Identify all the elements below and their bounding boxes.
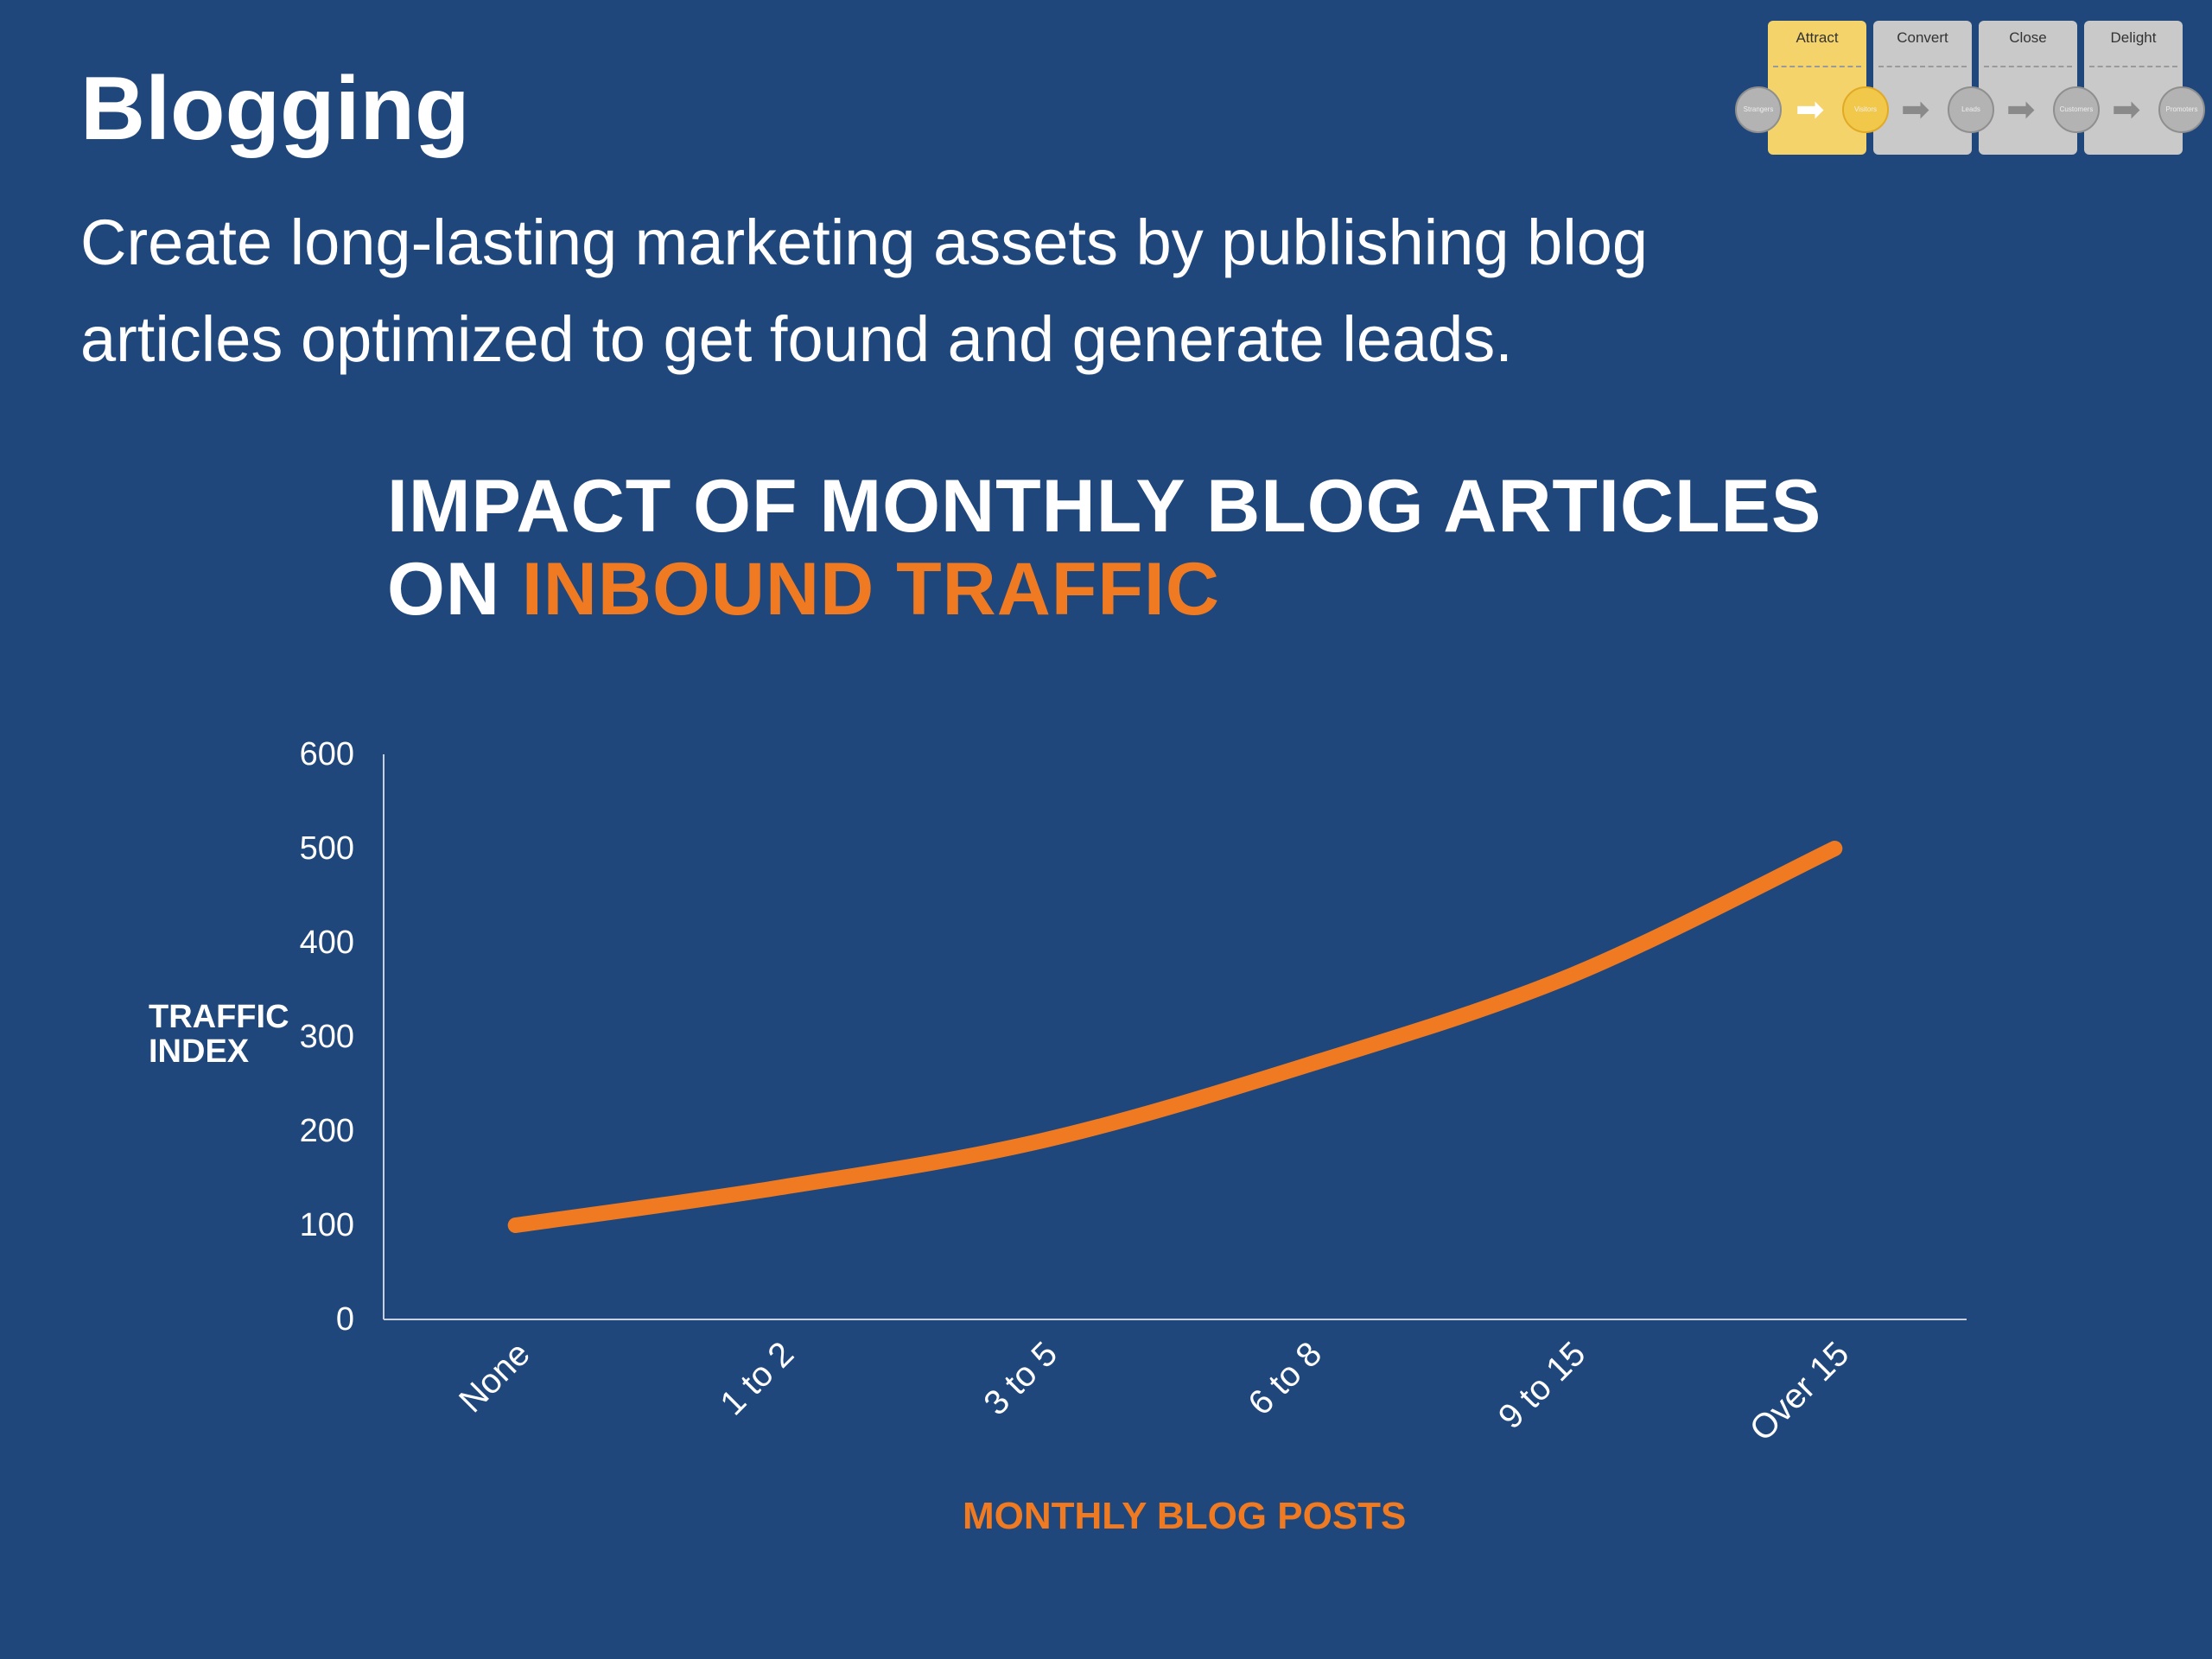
x-axis-label: MONTHLY BLOG POSTS bbox=[963, 1495, 1407, 1537]
stage-close: Close bbox=[1979, 21, 2077, 155]
data-point bbox=[1306, 1064, 1308, 1066]
stage-divider bbox=[1984, 66, 2072, 67]
chart-title-prefix: ON bbox=[387, 548, 522, 631]
node-strangers: Strangers bbox=[1735, 86, 1782, 133]
y-tick-label: 200 bbox=[299, 1113, 354, 1149]
y-axis-label-text: TRAFFIC INDEX bbox=[149, 999, 289, 1070]
stage-label: Attract bbox=[1796, 29, 1839, 46]
y-tick-label: 600 bbox=[299, 736, 354, 772]
stage-label: Convert bbox=[1897, 29, 1948, 46]
y-axis-label: TRAFFIC INDEX bbox=[149, 1000, 296, 1069]
chart-title-line1: IMPACT OF MONTHLY BLOG ARTICLES bbox=[387, 465, 1822, 548]
chart-title: IMPACT OF MONTHLY BLOG ARTICLES ON INBOU… bbox=[387, 465, 1821, 631]
stage-divider bbox=[1878, 66, 1967, 67]
y-tick-label: 100 bbox=[299, 1207, 354, 1243]
stage-divider bbox=[1773, 66, 1861, 67]
data-point bbox=[1834, 848, 1836, 849]
arrow-right-icon: ➡ bbox=[1901, 91, 1930, 129]
stage-label: Close bbox=[2009, 29, 2047, 46]
stage-divider bbox=[2089, 66, 2177, 67]
arrow-right-icon: ➡ bbox=[2112, 91, 2141, 129]
inbound-funnel-graphic: Attract Convert Close Delight Strangers … bbox=[1735, 21, 2205, 159]
slide-title: Blogging bbox=[80, 59, 470, 159]
data-point bbox=[779, 1186, 780, 1189]
y-tick-label: 500 bbox=[299, 830, 354, 867]
series-line bbox=[507, 841, 1843, 1233]
stage-label: Delight bbox=[2110, 29, 2157, 46]
node-leads: Leads bbox=[1948, 86, 1994, 133]
arrow-right-icon: ➡ bbox=[2006, 91, 2036, 129]
arrow-right-icon: ➡ bbox=[1796, 91, 1825, 129]
node-visitors: Visitors bbox=[1842, 86, 1889, 133]
y-tick-label: 0 bbox=[335, 1301, 354, 1338]
data-point bbox=[1570, 975, 1572, 977]
chart-title-accent: INBOUND TRAFFIC bbox=[521, 548, 1220, 631]
node-customers: Customers bbox=[2053, 86, 2100, 133]
slide-subtitle: Create long-lasting marketing assets by … bbox=[80, 207, 1649, 375]
stage-delight: Delight bbox=[2084, 21, 2183, 155]
y-tick-label: 400 bbox=[299, 925, 354, 961]
stage-convert: Convert bbox=[1873, 21, 1972, 155]
data-point bbox=[514, 1224, 517, 1226]
stage-attract: Attract bbox=[1768, 21, 1866, 155]
y-tick-label: 300 bbox=[299, 1019, 354, 1055]
node-promoters: Promoters bbox=[2158, 86, 2205, 133]
data-point bbox=[1042, 1139, 1045, 1141]
